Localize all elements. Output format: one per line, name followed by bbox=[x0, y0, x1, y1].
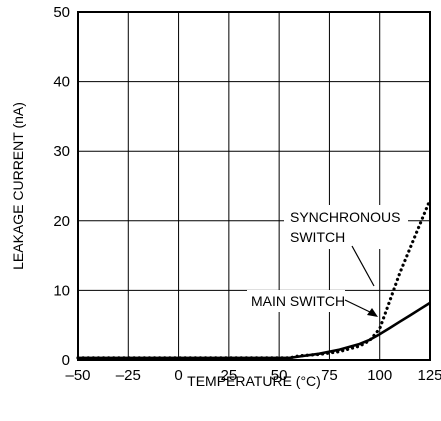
tick-labels: –50 –25 0 25 50 75 100 125 0 10 20 30 40 50 bbox=[53, 4, 441, 384]
x-tick-label: 25 bbox=[221, 367, 238, 384]
y-axis-title: LEAKAGE CURRENT (nA) bbox=[10, 102, 26, 270]
y-tick-label: 10 bbox=[53, 282, 70, 299]
x-tick-label: 125 bbox=[417, 367, 441, 384]
synchronous-switch-label: SWITCH bbox=[290, 229, 345, 245]
main-switch-label-bg bbox=[247, 290, 345, 312]
x-tick-label: –25 bbox=[116, 367, 141, 384]
y-tick-label: 50 bbox=[53, 4, 70, 21]
x-tick-label: –50 bbox=[65, 367, 90, 384]
y-tick-label: 0 bbox=[62, 352, 70, 369]
annotations: SYNCHRONOUS SWITCH MAIN SWITCH bbox=[247, 205, 408, 317]
plot-area-border bbox=[77, 11, 431, 361]
y-tick-label: 30 bbox=[53, 143, 70, 160]
synchronous-switch-leader bbox=[351, 245, 375, 287]
x-tick-label: 50 bbox=[271, 367, 288, 384]
synchronous-switch-label: SYNCHRONOUS bbox=[290, 209, 400, 225]
x-axis-title: TEMPERATURE (°C) bbox=[187, 373, 321, 389]
main-switch-line bbox=[78, 301, 431, 360]
y-tick-label: 40 bbox=[53, 74, 70, 91]
y-tick-label: 20 bbox=[53, 213, 70, 230]
main-switch-label: MAIN SWITCH bbox=[251, 293, 345, 309]
main-switch-leader bbox=[344, 299, 373, 314]
x-tick-label: 75 bbox=[321, 367, 338, 384]
main-switch-arrowhead bbox=[367, 308, 378, 317]
x-tick-label: 100 bbox=[367, 367, 392, 384]
x-tick-label: 0 bbox=[174, 367, 182, 384]
series-layer bbox=[76, 198, 432, 360]
synchronous-switch-label-bg bbox=[284, 205, 408, 249]
